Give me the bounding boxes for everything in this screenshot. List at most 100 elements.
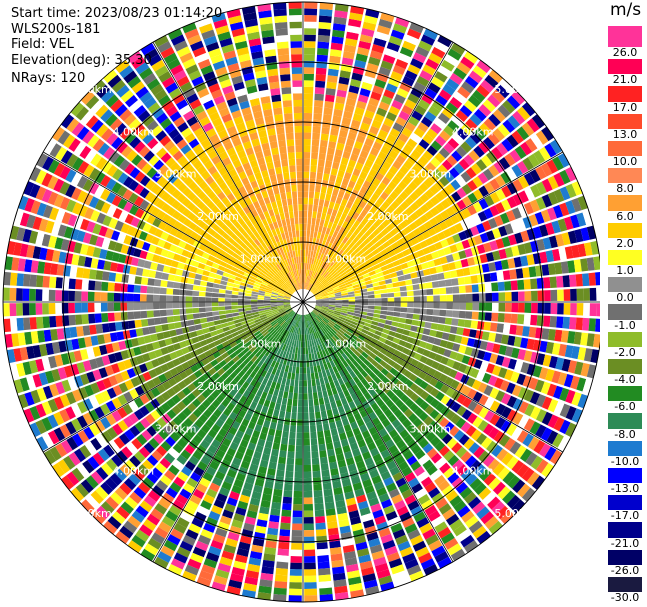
velocity-gate <box>296 320 299 328</box>
velocity-gate <box>543 315 551 327</box>
velocity-gate <box>350 589 365 599</box>
velocity-gate <box>304 28 317 35</box>
velocity-gate <box>488 477 501 491</box>
velocity-gate <box>385 83 398 94</box>
velocity-gate <box>431 545 446 558</box>
velocity-gate <box>413 127 425 138</box>
velocity-gate <box>308 197 314 205</box>
velocity-gate <box>395 424 406 434</box>
velocity-gate <box>428 539 443 552</box>
velocity-gate <box>308 284 312 291</box>
velocity-gate <box>378 336 387 344</box>
velocity-gate <box>321 306 329 309</box>
velocity-gate <box>406 260 415 268</box>
velocity-gate <box>465 293 473 302</box>
velocity-gate <box>571 391 582 407</box>
velocity-gate <box>358 128 368 138</box>
velocity-gate <box>335 420 343 428</box>
velocity-gate <box>281 343 287 351</box>
velocity-gate <box>386 41 401 52</box>
velocity-gate <box>368 207 377 216</box>
velocity-gate <box>313 309 320 314</box>
velocity-gate <box>303 530 315 537</box>
velocity-gate <box>341 297 349 300</box>
velocity-gate <box>247 442 257 451</box>
velocity-gate <box>295 347 299 354</box>
velocity-gate <box>332 434 340 443</box>
velocity-gate <box>304 569 317 576</box>
velocity-gate <box>320 328 326 335</box>
velocity-gate <box>431 515 445 528</box>
velocity-gate <box>400 394 410 404</box>
velocity-gate <box>500 510 515 525</box>
velocity-gate <box>385 171 395 181</box>
velocity-gate <box>541 126 554 142</box>
velocity-gate <box>261 405 269 414</box>
velocity-gate <box>364 348 372 356</box>
velocity-gate <box>173 315 181 322</box>
velocity-gate <box>372 393 381 402</box>
velocity-gate <box>386 205 395 215</box>
velocity-gate <box>569 274 577 287</box>
velocity-gate <box>247 406 255 415</box>
velocity-gate <box>430 123 442 135</box>
velocity-gate <box>76 326 84 337</box>
velocity-gate <box>312 346 317 353</box>
velocity-gate <box>539 367 549 380</box>
velocity-gate <box>310 431 317 439</box>
velocity-gate <box>367 305 375 310</box>
velocity-gate <box>364 229 372 238</box>
velocity-gate <box>356 191 365 201</box>
velocity-gate <box>412 52 427 64</box>
velocity-gate <box>303 516 314 524</box>
velocity-gate <box>478 450 490 463</box>
velocity-gate <box>352 360 360 368</box>
velocity-gate <box>443 348 452 358</box>
velocity-gate <box>497 486 511 500</box>
velocity-gate <box>282 430 289 439</box>
velocity-gate <box>323 488 333 497</box>
velocity-gate <box>506 196 518 209</box>
velocity-gate <box>424 384 434 394</box>
velocity-gate <box>366 312 374 317</box>
velocity-gate <box>386 262 395 269</box>
velocity-gate <box>359 150 369 159</box>
velocity-gate <box>384 257 393 265</box>
velocity-gate <box>394 499 406 511</box>
velocity-gate <box>381 302 388 307</box>
velocity-gate <box>505 382 516 394</box>
velocity-gate <box>392 259 401 267</box>
velocity-gate <box>390 354 399 362</box>
velocity-gate <box>482 491 496 505</box>
velocity-gate <box>378 260 387 268</box>
velocity-gate <box>289 339 293 347</box>
velocity-gate <box>307 269 310 277</box>
velocity-gate <box>343 278 351 284</box>
velocity-gate <box>395 439 406 450</box>
velocity-gate <box>322 327 328 334</box>
velocity-gate <box>477 172 489 185</box>
velocity-gate <box>498 344 507 356</box>
velocity-gate <box>418 370 427 380</box>
velocity-gate <box>244 576 258 586</box>
velocity-gate <box>367 153 377 163</box>
velocity-gate <box>94 302 102 313</box>
velocity-gate <box>211 476 223 487</box>
velocity-gate <box>307 313 311 321</box>
velocity-gate <box>319 350 324 358</box>
velocity-gate <box>468 520 483 534</box>
velocity-gate <box>318 225 323 233</box>
velocity-gate <box>343 192 351 201</box>
velocity-gate <box>426 288 434 295</box>
velocity-gate <box>489 387 500 399</box>
velocity-gate <box>419 390 430 400</box>
velocity-gate <box>335 399 343 408</box>
velocity-gate <box>324 273 331 279</box>
velocity-gate <box>473 359 483 370</box>
velocity-gate <box>492 228 502 239</box>
velocity-gate <box>211 292 219 298</box>
velocity-gate <box>235 430 245 439</box>
velocity-gate <box>366 491 377 501</box>
velocity-gate <box>310 250 314 258</box>
velocity-gate <box>324 348 330 356</box>
